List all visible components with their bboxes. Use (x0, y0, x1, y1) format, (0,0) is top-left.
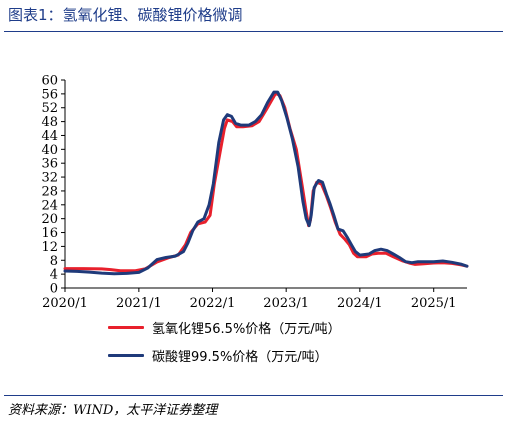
x-axis-ticks: 2020/1 2021/1 2022/1 2023/1 2024/1 2025/1 (42, 288, 457, 311)
y-tick-label: 36 (41, 157, 58, 172)
figure-title: 图表1：氢氧化锂、碳酸锂价格微调 (8, 6, 243, 24)
y-tick-label: 52 (41, 101, 58, 116)
legend-item-lioh: 氢氧化锂56.5%价格（万元/吨） (108, 318, 438, 346)
x-tick-label: 2022/1 (190, 296, 236, 311)
chart-legend: 氢氧化锂56.5%价格（万元/吨） 碳酸锂99.5%价格（万元/吨） (108, 318, 438, 374)
y-tick-label: 28 (41, 184, 58, 199)
y-tick-label: 44 (41, 129, 58, 144)
x-tick-label: 2023/1 (263, 296, 309, 311)
x-tick-label: 2021/1 (116, 296, 162, 311)
series-line-lioh (63, 91, 469, 273)
y-tick-label: 4 (50, 268, 58, 283)
y-tick-label: 12 (41, 240, 58, 255)
y-tick-label: 8 (50, 254, 58, 269)
series-line-li2co3 (63, 90, 469, 276)
source-note: 资料来源：WIND，太平洋证券整理 (8, 403, 218, 418)
legend-item-li2co3: 碳酸锂99.5%价格（万元/吨） (108, 346, 438, 374)
chart-series (63, 90, 469, 276)
title-divider (4, 31, 503, 32)
chart-axes (64, 80, 467, 289)
y-tick-label: 20 (41, 212, 58, 227)
legend-label-li2co3: 碳酸锂99.5%价格（万元/吨） (152, 350, 328, 365)
y-tick-label: 24 (41, 198, 58, 213)
y-tick-label: 56 (41, 87, 58, 102)
x-tick-label: 2025/1 (411, 296, 457, 311)
y-tick-label: 40 (41, 143, 58, 158)
y-tick-label: 32 (41, 171, 58, 186)
legend-label-lioh: 氢氧化锂56.5%价格（万元/吨） (152, 322, 341, 337)
y-tick-label: 60 (41, 74, 58, 89)
y-tick-label: 16 (41, 226, 58, 241)
source-divider (4, 395, 503, 396)
y-tick-label: 0 (50, 282, 58, 297)
x-tick-label: 2024/1 (337, 296, 383, 311)
y-tick-label: 48 (41, 115, 58, 130)
legend-swatch-li2co3 (108, 354, 144, 357)
legend-swatch-lioh (108, 326, 144, 329)
x-tick-label: 2020/1 (42, 296, 88, 311)
